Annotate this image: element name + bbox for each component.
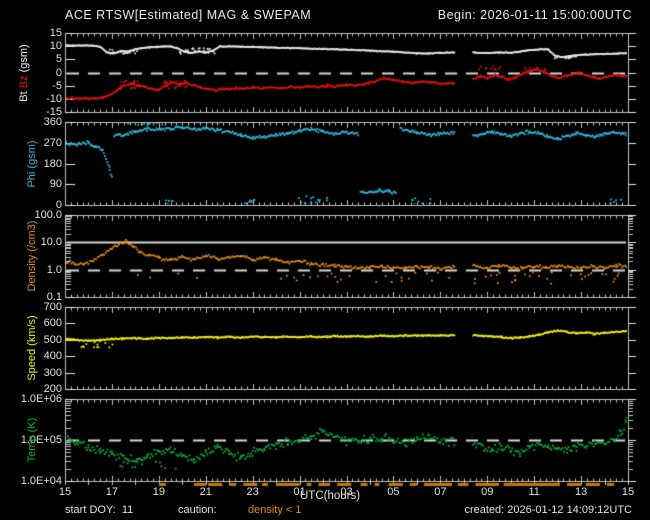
y-axis-label-part: Bz (18, 74, 30, 88)
y-tick-label-bt_bz: -15 (46, 106, 62, 118)
x-tick-label: 19 (152, 486, 165, 498)
x-tick-label: 01 (293, 486, 306, 498)
footer-caution-label: caution: (178, 504, 217, 516)
y-tick-label-temp: 1.0E+04 (20, 475, 62, 487)
y-axis-label-part: Phi (gsm) (26, 139, 38, 188)
y-axis-label-part: Speed (km/s) (26, 315, 38, 381)
x-tick-label: 23 (246, 486, 259, 498)
y-axis-label-speed: Speed (km/s) (26, 315, 38, 380)
x-tick-label: 03 (340, 486, 353, 498)
footer-caution-value: density < 1 (248, 504, 302, 516)
y-tick-label-bt_bz: -10 (46, 93, 62, 105)
y-tick-label-bt_bz: 5 (55, 53, 62, 65)
x-axis-title: UTC(hours) (300, 490, 361, 502)
y-tick-label-phi: 0 (55, 199, 62, 211)
footer-start-doy: start DOY: 11 (65, 504, 134, 516)
y-tick-label-phi: 270 (43, 137, 62, 149)
x-tick-label: 15 (58, 486, 72, 498)
y-tick-label-speed: 300 (43, 367, 62, 379)
y-tick-label-density: 0.1 (46, 291, 62, 303)
y-tick-label-density: 100.0 (34, 209, 62, 221)
y-tick-label-speed: 700 (43, 301, 62, 313)
y-axis-label-temp: Temp (K) (26, 418, 38, 463)
y-tick-label-density: 1.0 (46, 264, 62, 276)
x-tick-label: 15 (621, 486, 635, 498)
x-tick-label: 07 (434, 486, 447, 498)
y-tick-label-bt_bz: 15 (49, 27, 62, 39)
x-tick-label: 05 (387, 486, 400, 498)
footer-created-timestamp: created: 2026-01-12 14:09:12UTC (464, 504, 632, 516)
x-tick-label: 13 (574, 486, 588, 498)
y-axis-label-part: Temp (K) (26, 417, 38, 463)
y-axis-label-bt_bz: Bt Bz (gsm) (18, 44, 30, 101)
y-tick-label-speed: 500 (43, 334, 62, 346)
y-axis-label-part: (gsm) (18, 43, 30, 75)
y-tick-label-density: 10.0 (40, 236, 62, 248)
y-axis-label-phi: Phi (gsm) (26, 140, 38, 187)
y-tick-label-speed: 600 (43, 317, 62, 329)
y-tick-label-temp: 1.0E+05 (20, 434, 62, 446)
y-axis-label-part: Bt (18, 87, 30, 102)
y-tick-label-bt_bz: 0 (55, 67, 62, 79)
x-tick-label: 17 (105, 486, 119, 498)
y-tick-label-bt_bz: 10 (49, 40, 62, 52)
y-tick-label-bt_bz: -5 (52, 80, 62, 92)
y-tick-label-phi: 90 (49, 178, 62, 190)
x-tick-label: 09 (481, 486, 494, 498)
x-tick-label: 11 (528, 486, 540, 498)
y-tick-label-speed: 400 (43, 350, 62, 362)
y-tick-label-phi: 180 (43, 158, 62, 170)
x-tick-label: 21 (199, 486, 212, 498)
y-tick-label-temp: 1.0E+06 (20, 393, 62, 405)
y-axis-label-density: Density (/cm3) (26, 221, 38, 292)
y-axis-label-part: Density (/cm3) (26, 220, 38, 292)
y-tick-label-speed: 200 (43, 383, 62, 395)
y-tick-label-phi: 360 (43, 116, 62, 128)
